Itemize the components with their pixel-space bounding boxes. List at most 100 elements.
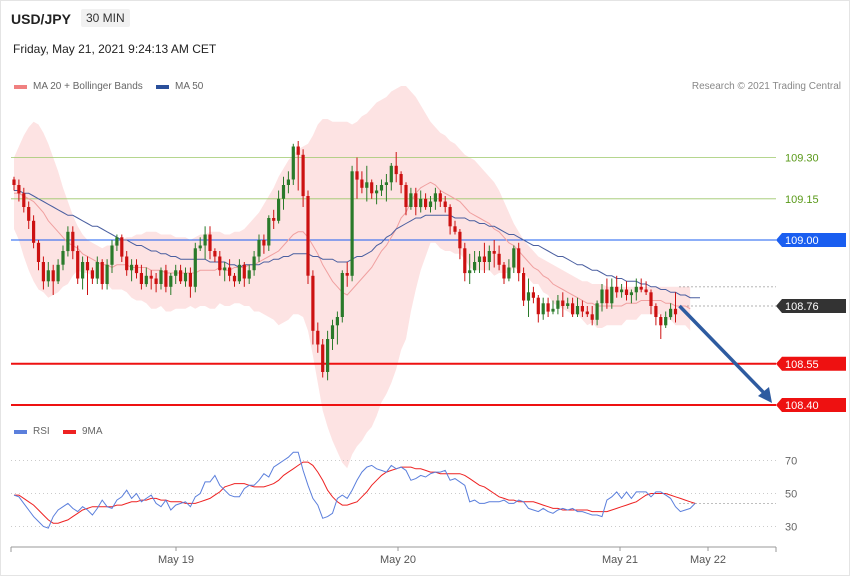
candle [228, 259, 232, 282]
candle-body [399, 174, 403, 185]
candle [394, 152, 398, 183]
level-label-108.40: 108.40 [785, 400, 819, 412]
credit-text: Research © 2021 Trading Central [691, 81, 841, 92]
candle-body [66, 231, 70, 252]
candle [267, 215, 271, 251]
level-label-109.00: 109.00 [785, 235, 819, 247]
candle-body [404, 185, 408, 207]
candle [41, 256, 45, 290]
candle [566, 297, 570, 309]
ma20-swatch [14, 84, 27, 89]
candle [428, 196, 433, 213]
candle [507, 259, 511, 282]
candle-body [487, 251, 491, 262]
candle-body [522, 273, 526, 301]
candle [296, 141, 300, 191]
ma50-line [14, 190, 700, 299]
candle-body [473, 262, 477, 271]
candle-body [585, 311, 589, 315]
candle [522, 267, 526, 306]
candle-body [36, 242, 41, 262]
candle-body [644, 289, 648, 293]
candle [438, 190, 442, 207]
candle [198, 237, 202, 251]
candle [203, 226, 207, 260]
candle-body [41, 262, 45, 282]
candle [585, 306, 589, 317]
level-label-108.55: 108.55 [785, 359, 819, 371]
candle-body [154, 278, 158, 284]
candle-body [433, 193, 437, 202]
candle-body [144, 275, 148, 285]
legend-9ma-label: 9MA [82, 426, 103, 437]
candle [610, 278, 614, 309]
candle [17, 179, 21, 202]
candle-body [624, 289, 629, 295]
candle-body [120, 237, 124, 257]
candle [335, 311, 339, 345]
candle-body [477, 256, 482, 262]
candle [61, 245, 65, 271]
candle [242, 262, 246, 287]
candle-body [61, 251, 65, 265]
candle [649, 289, 653, 315]
candle-body [379, 185, 384, 191]
candle [12, 176, 16, 191]
candle [169, 273, 173, 295]
rsi-tick-70: 70 [785, 456, 797, 468]
candle [174, 264, 178, 284]
legend-ma20-label: MA 20 + Bollinger Bands [33, 81, 143, 92]
candle [223, 262, 227, 282]
candle-body [134, 264, 139, 274]
candle [272, 209, 276, 229]
candle-body [419, 198, 423, 208]
rsi-swatch [14, 429, 27, 434]
candle-body [208, 234, 212, 251]
candle [316, 322, 320, 353]
candle [115, 234, 119, 251]
candle [502, 262, 506, 284]
candle-body [448, 207, 452, 227]
rsi-ma-line [14, 461, 696, 524]
candle-body [580, 306, 584, 312]
candle [301, 149, 305, 207]
timeframe-badge[interactable]: 30 MIN [81, 9, 130, 27]
candle [600, 284, 604, 312]
candle-body [551, 308, 555, 312]
candle [139, 264, 143, 290]
candle-body [46, 270, 50, 282]
candle-body [316, 330, 320, 345]
candle [27, 201, 31, 229]
candle [95, 256, 99, 284]
candle-body [600, 289, 604, 304]
candle [605, 278, 609, 309]
candle-body [566, 303, 570, 306]
ma9-swatch [63, 429, 76, 434]
candle [247, 264, 251, 284]
time-axis: May 19 May 20 May 21 May 22 [10, 546, 777, 566]
candle [497, 245, 501, 271]
candle-body [414, 193, 418, 207]
candle-body [277, 198, 281, 221]
candle-body [139, 273, 143, 284]
candle-body [100, 262, 104, 284]
candle-body [453, 226, 457, 232]
candle-body [541, 303, 545, 315]
candle-body [424, 198, 428, 208]
candle [458, 229, 462, 260]
candle-body [51, 270, 55, 282]
candle [654, 303, 658, 326]
candle-body [375, 190, 379, 194]
candle-body [252, 256, 256, 271]
candle-body [267, 218, 271, 246]
candle-body [291, 146, 295, 180]
candle-body [365, 182, 369, 188]
candle [575, 297, 580, 317]
candle [541, 297, 545, 320]
candle [595, 300, 599, 326]
candle [306, 190, 310, 284]
candle [556, 295, 560, 315]
candle-body [223, 267, 227, 271]
candle [531, 286, 535, 304]
candle [669, 303, 673, 320]
